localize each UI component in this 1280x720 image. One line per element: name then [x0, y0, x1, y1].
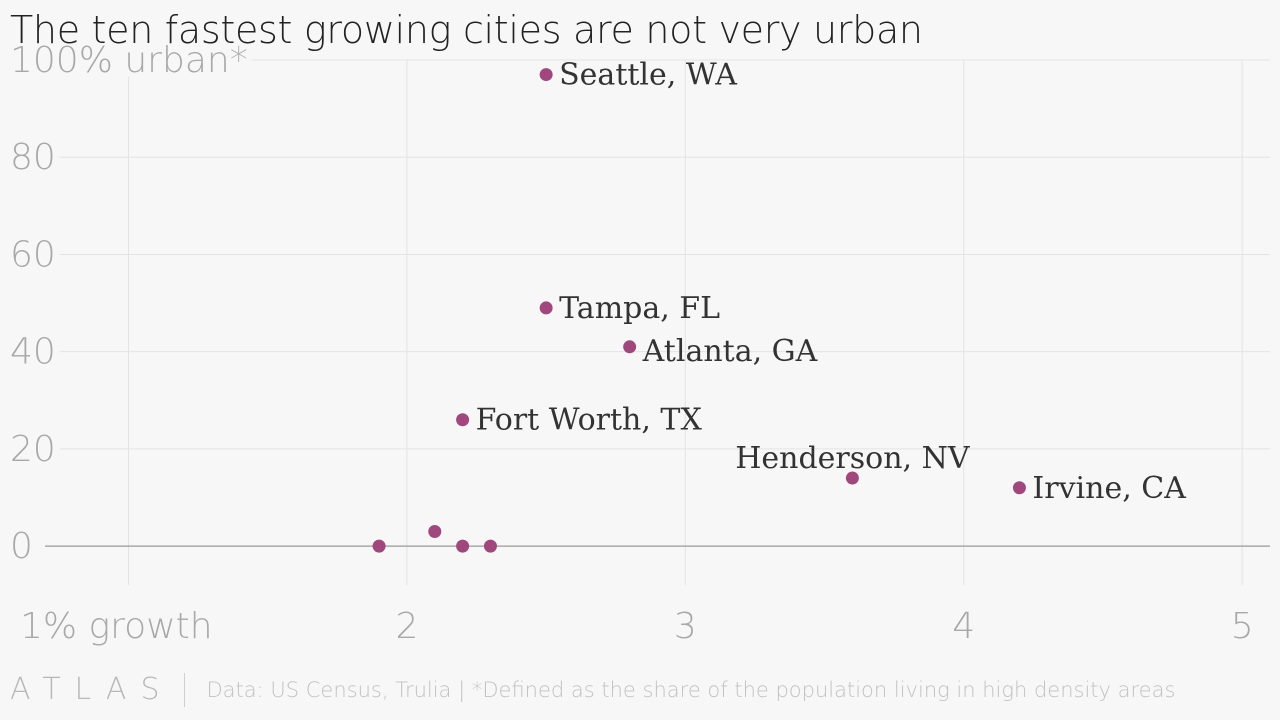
x-tick-label: 1% growth [20, 606, 213, 647]
point-label: Fort Worth, TX [476, 403, 703, 438]
data-point [539, 68, 553, 82]
y-tick-label-bg [8, 238, 60, 272]
y-tick-label-bg [8, 44, 252, 77]
footer-divider [183, 672, 185, 707]
y-tick-label: 0 [10, 526, 33, 567]
data-point [456, 539, 470, 553]
data-point [483, 539, 497, 553]
data-point [623, 340, 637, 354]
atlas-logo: ATLAS [10, 672, 174, 707]
data-point [845, 471, 859, 485]
point-label: Seattle, WA [559, 58, 737, 93]
data-point [539, 301, 553, 315]
chart-title: The ten fastest growing cities are not v… [10, 8, 923, 52]
point-label: Henderson, NV [735, 441, 971, 476]
y-tick-label: 40 [10, 332, 56, 373]
x-tick-label: 4 [952, 606, 975, 647]
label-layer: Seattle, WA Tampa, FL Atlanta, GA Fort Wort… [476, 58, 1187, 506]
point-layer [372, 68, 1026, 553]
source-note: Data: US Census, Trulia | *Defined as th… [206, 677, 1176, 702]
y-tick-label: 20 [10, 429, 56, 470]
x-tick-label: 2 [395, 606, 418, 647]
data-point [428, 525, 442, 539]
y-tick-label-bg [8, 141, 60, 175]
data-point [372, 539, 386, 553]
data-point [1012, 481, 1026, 495]
footer: ATLAS Data: US Census, Trulia | *Defined… [10, 672, 1175, 707]
y-tick-label: 100% urban* [10, 40, 248, 81]
y-tick-label: 60 [10, 234, 56, 275]
point-label: Tampa, FL [559, 291, 720, 326]
y-tick-label-bg [8, 530, 37, 564]
x-tick-label: 3 [674, 606, 697, 647]
y-tick-label-bg [8, 432, 60, 466]
point-label: Atlanta, GA [642, 334, 818, 369]
data-point [456, 413, 470, 427]
y-tick-label: 80 [10, 137, 56, 178]
point-label: Irvine, CA [1032, 471, 1186, 506]
tick-layer: 0 20 40 60 80 100% urban* 1% growth 2 3 4 5 [8, 40, 1254, 647]
x-tick-label: 5 [1231, 606, 1254, 647]
y-tick-label-bg [8, 335, 60, 369]
